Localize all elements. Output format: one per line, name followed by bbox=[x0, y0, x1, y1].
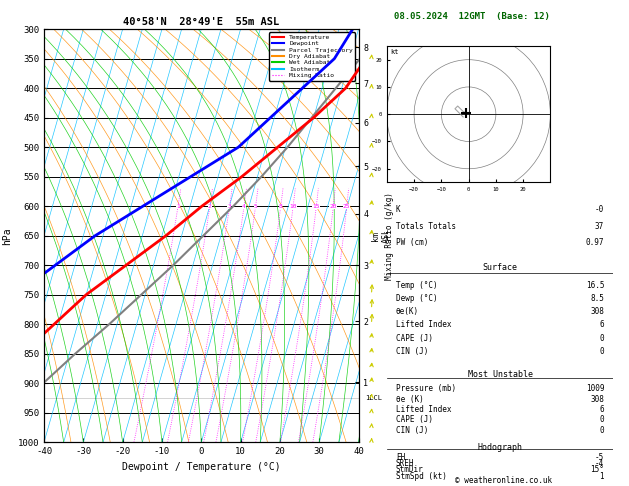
Text: 5: 5 bbox=[253, 204, 257, 208]
Text: -5: -5 bbox=[595, 453, 604, 462]
Text: Totals Totals: Totals Totals bbox=[396, 222, 456, 231]
Text: 0.97: 0.97 bbox=[586, 239, 604, 247]
Text: 308: 308 bbox=[591, 307, 604, 316]
Title: 40°58'N  28°49'E  55m ASL: 40°58'N 28°49'E 55m ASL bbox=[123, 17, 279, 27]
Text: Lifted Index: Lifted Index bbox=[396, 405, 452, 414]
Text: Most Unstable: Most Unstable bbox=[467, 369, 533, 379]
Text: 6: 6 bbox=[599, 320, 604, 330]
Y-axis label: hPa: hPa bbox=[2, 227, 12, 244]
Text: PW (cm): PW (cm) bbox=[396, 239, 428, 247]
Text: 1: 1 bbox=[176, 204, 180, 208]
Text: 15: 15 bbox=[313, 204, 320, 208]
Text: 0: 0 bbox=[599, 333, 604, 343]
Text: 4: 4 bbox=[242, 204, 246, 208]
Text: -4: -4 bbox=[595, 459, 604, 468]
Text: CAPE (J): CAPE (J) bbox=[396, 333, 433, 343]
Text: 37: 37 bbox=[595, 222, 604, 231]
Text: © weatheronline.co.uk: © weatheronline.co.uk bbox=[455, 476, 552, 485]
Legend: Temperature, Dewpoint, Parcel Trajectory, Dry Adiabat, Wet Adiabat, Isotherm, Mi: Temperature, Dewpoint, Parcel Trajectory… bbox=[269, 32, 355, 81]
Text: 308: 308 bbox=[591, 395, 604, 403]
Text: 8: 8 bbox=[279, 204, 282, 208]
Text: StmSpd (kt): StmSpd (kt) bbox=[396, 471, 447, 481]
Text: Lifted Index: Lifted Index bbox=[396, 320, 452, 330]
Text: 8.5: 8.5 bbox=[591, 294, 604, 303]
Text: 20: 20 bbox=[330, 204, 337, 208]
Text: 6: 6 bbox=[599, 405, 604, 414]
Text: Mixing Ratio (g/kg): Mixing Ratio (g/kg) bbox=[386, 192, 394, 279]
Text: Hodograph: Hodograph bbox=[477, 443, 523, 452]
Y-axis label: km
ASL: km ASL bbox=[371, 228, 391, 243]
Text: 25: 25 bbox=[343, 204, 350, 208]
Text: 0: 0 bbox=[599, 415, 604, 424]
Text: CIN (J): CIN (J) bbox=[396, 426, 428, 434]
Text: 1009: 1009 bbox=[586, 384, 604, 393]
X-axis label: Dewpoint / Temperature (°C): Dewpoint / Temperature (°C) bbox=[122, 462, 281, 472]
Text: EH: EH bbox=[396, 453, 405, 462]
Text: 1LCL: 1LCL bbox=[365, 395, 382, 401]
Text: 0: 0 bbox=[599, 347, 604, 356]
Text: CAPE (J): CAPE (J) bbox=[396, 415, 433, 424]
Text: 3: 3 bbox=[228, 204, 231, 208]
Text: Surface: Surface bbox=[482, 263, 518, 272]
Text: Dewp (°C): Dewp (°C) bbox=[396, 294, 438, 303]
Text: 10: 10 bbox=[289, 204, 297, 208]
Text: -0: -0 bbox=[595, 205, 604, 214]
Text: 0: 0 bbox=[599, 426, 604, 434]
Text: 16.5: 16.5 bbox=[586, 280, 604, 290]
Text: Temp (°C): Temp (°C) bbox=[396, 280, 438, 290]
Text: θe (K): θe (K) bbox=[396, 395, 424, 403]
Text: StmDir: StmDir bbox=[396, 466, 424, 474]
Text: CIN (J): CIN (J) bbox=[396, 347, 428, 356]
Text: 2: 2 bbox=[208, 204, 211, 208]
Text: 15°: 15° bbox=[591, 466, 604, 474]
Text: 08.05.2024  12GMT  (Base: 12): 08.05.2024 12GMT (Base: 12) bbox=[394, 12, 550, 21]
Text: 1: 1 bbox=[599, 471, 604, 481]
Text: K: K bbox=[396, 205, 401, 214]
Text: kt: kt bbox=[390, 49, 399, 55]
Text: Pressure (mb): Pressure (mb) bbox=[396, 384, 456, 393]
Text: θe(K): θe(K) bbox=[396, 307, 419, 316]
Text: SREH: SREH bbox=[396, 459, 415, 468]
